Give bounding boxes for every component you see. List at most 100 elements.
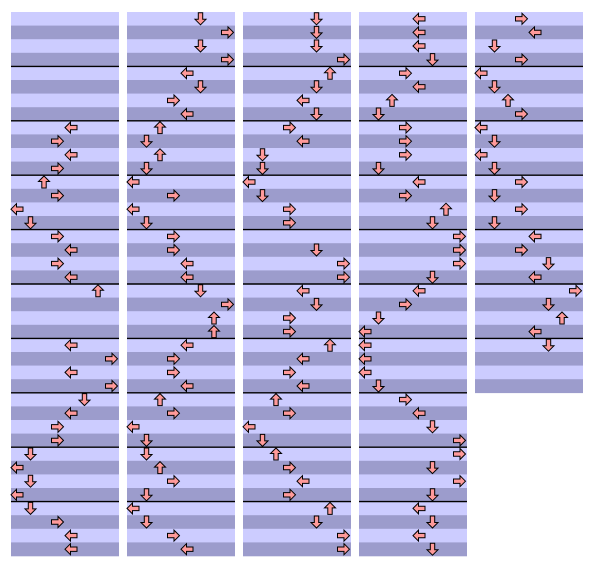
arrow (283, 202, 297, 216)
arrow (126, 420, 140, 434)
stripe (359, 379, 467, 394)
arrow (453, 229, 467, 244)
stripe (127, 229, 235, 244)
stripe (359, 188, 467, 203)
stripe (11, 256, 119, 271)
stripe (243, 243, 351, 258)
arrow (167, 474, 181, 488)
stripe (359, 324, 467, 339)
arrow (193, 39, 208, 53)
stripe (243, 107, 351, 122)
stripe (243, 297, 351, 312)
stripe (127, 202, 235, 217)
arrow (153, 460, 167, 475)
arrow (51, 161, 65, 176)
stripe (475, 297, 583, 312)
arrow (64, 148, 78, 162)
arrow (515, 202, 529, 216)
arrow (337, 52, 351, 67)
stripe (11, 175, 119, 190)
stripe (243, 488, 351, 502)
arrow (453, 256, 467, 271)
stripe (127, 39, 235, 54)
arrow (51, 229, 65, 244)
stripe (11, 392, 119, 407)
stripe (243, 365, 351, 380)
stripe (359, 352, 467, 366)
arrow (337, 542, 351, 556)
stripe (127, 433, 235, 448)
arrow (474, 66, 488, 80)
arrow (412, 25, 426, 40)
stripe (243, 80, 351, 94)
arrow (10, 488, 24, 502)
stripe (243, 12, 351, 26)
arrow (255, 433, 270, 448)
stripe (11, 379, 119, 394)
arrow (167, 229, 181, 244)
arrow (541, 338, 556, 352)
stripe (127, 188, 235, 203)
arrow (412, 12, 426, 26)
arrow (64, 120, 78, 135)
arrow (51, 256, 65, 271)
stripe (127, 515, 235, 530)
arrow (221, 52, 235, 67)
arrow (474, 148, 488, 162)
stripe (127, 392, 235, 407)
stripe (359, 107, 467, 122)
arrow (309, 12, 324, 26)
arrow (487, 216, 502, 230)
stripe (11, 515, 119, 530)
stripe (475, 352, 583, 366)
arrow (399, 392, 413, 407)
arrow (139, 134, 154, 148)
arrow (453, 433, 467, 448)
arrow (371, 107, 386, 121)
arrow (399, 188, 413, 203)
arrow (126, 175, 140, 189)
arrow (337, 270, 351, 284)
arrow (541, 297, 556, 312)
stripe (127, 528, 235, 543)
stripe (243, 460, 351, 475)
arrow (51, 188, 65, 203)
stripe (475, 12, 583, 26)
arrow (180, 379, 194, 393)
arrow (255, 161, 270, 176)
arrow (439, 202, 453, 216)
arrow (323, 66, 337, 80)
arrow (528, 229, 542, 244)
arrow (474, 120, 488, 135)
arrow (153, 120, 167, 135)
arrow (180, 107, 194, 121)
arrow (296, 93, 310, 108)
arrow (358, 352, 372, 366)
stripe (475, 66, 583, 81)
arrow (283, 324, 297, 339)
arrow (309, 297, 324, 312)
arrow (180, 256, 194, 271)
stripe (11, 311, 119, 326)
arrow (283, 120, 297, 135)
stripe (127, 352, 235, 366)
arrow (153, 148, 167, 162)
stripe (127, 134, 235, 149)
arrow (126, 501, 140, 516)
stripe (359, 66, 467, 81)
arrow (323, 338, 337, 352)
arrow (487, 134, 502, 148)
stripe (243, 528, 351, 543)
arrow (309, 243, 324, 257)
stripe (475, 256, 583, 271)
arrow (453, 447, 467, 461)
stripe (475, 365, 583, 380)
stripe (359, 134, 467, 149)
chart-column (126, 12, 235, 557)
arrow (425, 461, 440, 475)
stripe (11, 352, 119, 366)
stripe (359, 161, 467, 176)
stripe (127, 324, 235, 339)
chart-column (358, 12, 467, 557)
